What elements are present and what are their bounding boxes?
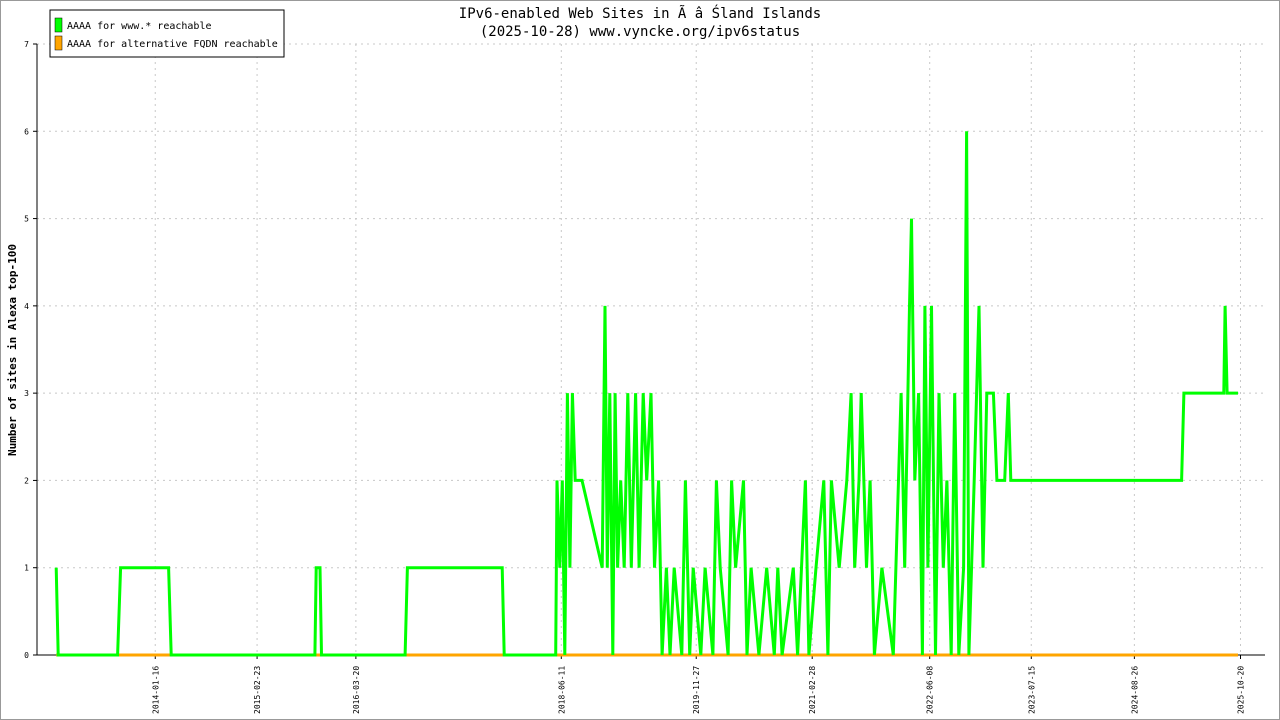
legend-swatch (54, 35, 63, 51)
legend-swatch (54, 17, 63, 33)
y-tick-label: 2 (24, 476, 29, 485)
series-line (54, 131, 1238, 657)
x-tick-label: 2018-06-11 (557, 666, 566, 714)
x-tick-label: 2022-06-08 (926, 666, 935, 714)
y-tick-label: 5 (24, 215, 29, 224)
x-tick-label: 2021-02-28 (808, 666, 817, 714)
chart-subtitle: (2025-10-28) www.vyncke.org/ipv6status (480, 24, 800, 40)
legend-label: AAAA for alternative FQDN reachable (67, 39, 278, 50)
y-axis-label: Number of sites in Alexa top-100 (6, 244, 19, 456)
y-tick-label: 6 (24, 127, 29, 136)
y-tick-label: 4 (24, 302, 29, 311)
chart-title: IPv6-enabled Web Sites in Ã â Śland Isla… (459, 4, 821, 22)
x-tick-label: 2025-10-20 (1236, 666, 1245, 714)
x-tick-label: 2023-07-15 (1027, 666, 1036, 714)
y-tick-label: 0 (24, 651, 29, 660)
x-tick-label: 2016-03-20 (352, 666, 361, 714)
legend-box (49, 9, 285, 58)
x-tick-label: 2015-02-23 (253, 666, 262, 714)
x-tick-label: 2014-01-16 (151, 666, 160, 714)
y-tick-label: 3 (24, 389, 29, 398)
x-tick-label: 2019-11-27 (692, 666, 701, 714)
y-tick-label: 1 (24, 564, 29, 573)
y-tick-label: 7 (24, 40, 29, 49)
legend-label: AAAA for www.* reachable (67, 21, 212, 32)
x-tick-label: 2024-08-26 (1130, 666, 1139, 714)
